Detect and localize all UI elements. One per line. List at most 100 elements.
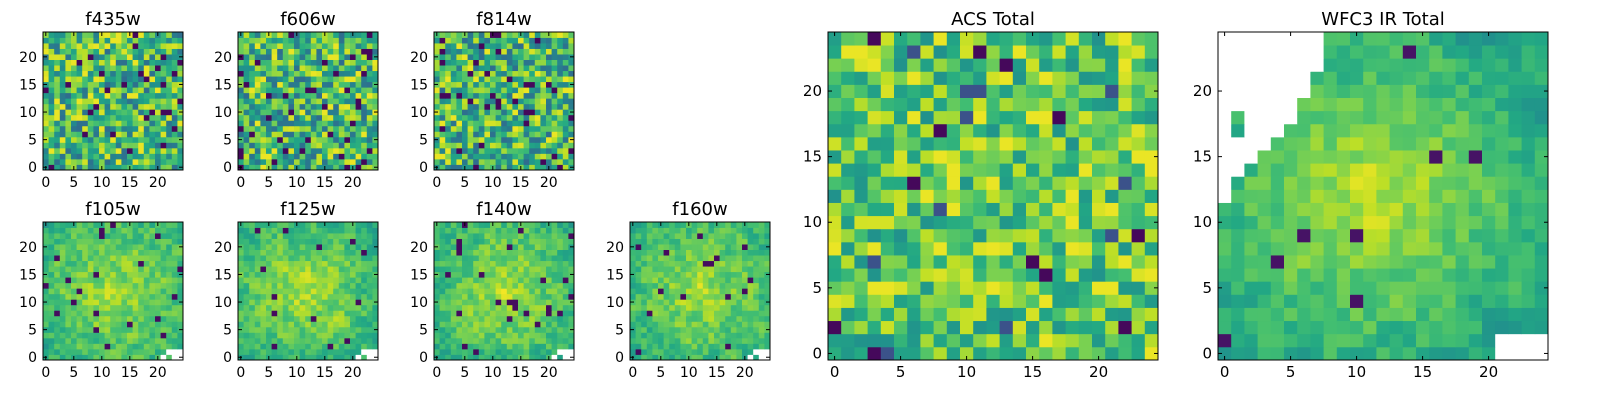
heatmap-cell	[372, 43, 379, 49]
heatmap-cell	[121, 343, 128, 350]
heatmap-cell	[747, 233, 754, 239]
heatmap-cell	[730, 288, 737, 295]
heatmap-cell	[288, 109, 295, 116]
heatmap-cell	[557, 227, 564, 234]
heatmap-cell	[138, 332, 145, 339]
heatmap-cell	[115, 48, 122, 55]
heatmap-cell	[127, 76, 133, 83]
heatmap-cell	[333, 304, 340, 311]
heatmap-cell	[160, 326, 167, 333]
heatmap-cell	[758, 354, 765, 361]
heatmap-cell	[149, 348, 156, 355]
heatmap-cell	[635, 321, 642, 328]
heatmap-cell	[294, 249, 300, 256]
heatmap-cell	[512, 233, 519, 239]
heatmap-cell	[652, 343, 659, 350]
heatmap-cell	[450, 337, 457, 344]
heatmap-cell	[730, 315, 737, 322]
heatmap-cell	[71, 337, 77, 344]
heatmap-cell	[87, 131, 94, 138]
heatmap-cell	[484, 315, 491, 322]
heatmap-cell	[518, 120, 524, 127]
heatmap-cell	[523, 65, 530, 72]
heatmap-cell	[366, 282, 373, 289]
heatmap-cell	[635, 299, 642, 306]
heatmap-cell	[920, 150, 934, 164]
heatmap-cell	[143, 227, 150, 234]
heatmap-cell	[277, 142, 284, 149]
heatmap-cell	[540, 321, 547, 328]
heatmap-cell	[467, 321, 474, 328]
heatmap-cell	[238, 227, 244, 234]
heatmap-cell	[327, 260, 334, 267]
heatmap-cell	[48, 147, 55, 154]
heatmap-cell	[1144, 268, 1159, 282]
heatmap-cell	[674, 233, 681, 239]
heatmap-cell	[646, 299, 653, 306]
heatmap-cell	[445, 343, 452, 350]
heatmap-cell	[177, 255, 184, 262]
heatmap-cell	[355, 222, 362, 228]
heatmap-cell	[76, 282, 83, 289]
heatmap-cell	[115, 98, 122, 105]
heatmap-cell	[736, 255, 743, 262]
heatmap-cell	[310, 288, 317, 295]
heatmap-cell	[501, 48, 508, 55]
heatmap-cell	[551, 354, 558, 361]
heatmap-cell	[946, 228, 961, 243]
heatmap-cell	[686, 249, 692, 256]
heatmap-cell	[1144, 307, 1159, 322]
heatmap-cell	[132, 65, 139, 72]
heatmap-cell	[523, 43, 530, 49]
heatmap-cell	[635, 337, 642, 344]
heatmap-cell	[450, 125, 457, 132]
heatmap-cell	[344, 98, 351, 105]
heatmap-cell	[305, 120, 312, 127]
heatmap-cell	[350, 238, 356, 245]
heatmap-cell	[282, 255, 289, 262]
heatmap-cell	[652, 244, 659, 250]
heatmap-cell	[557, 315, 564, 322]
heatmap-cell	[143, 109, 150, 116]
heatmap-cell	[254, 81, 261, 88]
heatmap-cell	[333, 158, 340, 165]
heatmap-cell	[138, 282, 145, 289]
heatmap-cell	[160, 348, 167, 355]
heatmap-cell	[310, 255, 317, 262]
heatmap-cell	[171, 315, 178, 322]
heatmap-cell	[48, 87, 55, 94]
heatmap-cell	[456, 288, 463, 295]
heatmap-cell	[305, 315, 312, 322]
heatmap-cell	[540, 304, 547, 311]
heatmap-cell	[473, 233, 480, 239]
heatmap-cell	[456, 310, 463, 317]
heatmap-cell	[523, 109, 530, 116]
heatmap-cell	[299, 321, 306, 328]
heatmap-cell	[355, 125, 362, 132]
heatmap-cell	[366, 98, 373, 105]
heatmap-cell	[641, 332, 648, 339]
heatmap-cell	[82, 255, 89, 262]
heatmap-cell	[758, 337, 765, 344]
heatmap-cell	[495, 326, 502, 333]
heatmap-cell	[708, 255, 715, 262]
heatmap-cell	[366, 321, 373, 328]
heatmap-cell	[473, 81, 480, 88]
heatmap-cell	[177, 158, 184, 165]
heatmap-cell	[171, 293, 178, 300]
heatmap-cell	[299, 158, 306, 165]
heatmap-cell	[361, 103, 368, 110]
heatmap-cell	[93, 255, 100, 262]
heatmap-cell	[316, 32, 323, 38]
heatmap-cell	[43, 304, 49, 311]
heatmap-cell	[43, 76, 49, 83]
heatmap-cell	[177, 332, 184, 339]
heatmap-cell	[177, 288, 184, 295]
heatmap-cell	[546, 147, 552, 154]
heatmap-cell	[529, 43, 536, 49]
heatmap-cell	[568, 87, 575, 94]
heatmap-cell	[742, 227, 748, 234]
heatmap-cell	[933, 189, 948, 203]
heatmap-cell	[450, 147, 457, 154]
heatmap-cell	[149, 43, 156, 49]
